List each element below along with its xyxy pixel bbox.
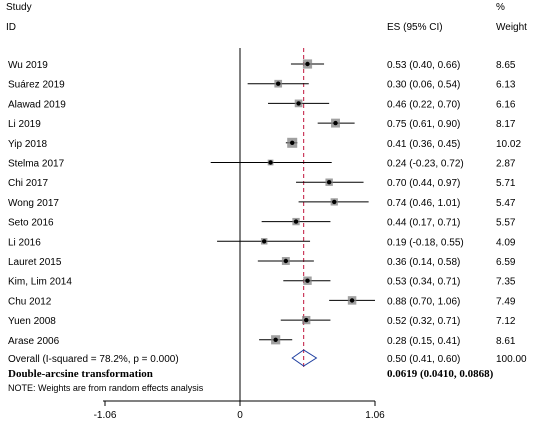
study-row: Alawad 2019 0.46 (0.22, 0.70) 6.16 [8,99,516,110]
study-row: Yip 2018 0.41 (0.36, 0.45) 10.02 [8,137,521,150]
study-row: Wu 2019 0.53 (0.40, 0.66) 8.65 [8,59,516,71]
study-row: Lauret 2015 0.36 (0.14, 0.58) 6.59 [8,257,516,268]
point-estimate [268,160,273,165]
overall-ci-text: 0.50 (0.41, 0.60) [387,354,460,365]
study-ci-text: 0.53 (0.34, 0.71) [387,277,460,288]
point-estimate [261,239,267,244]
study-label: Seto 2016 [8,218,54,229]
x-tick-label: 0 [237,410,243,421]
study-row: Seto 2016 0.44 (0.17, 0.71) 5.57 [8,218,516,229]
point-estimate [305,61,310,67]
point-estimate [304,317,309,323]
study-weight-text: 10.02 [496,139,521,150]
study-ci-text: 0.24 (-0.23, 0.72) [387,159,464,170]
study-ci-text: 0.46 (0.22, 0.70) [387,99,460,110]
study-row: Suárez 2019 0.30 (0.06, 0.54) 6.13 [8,80,516,91]
study-ci-text: 0.74 (0.46, 1.01) [387,198,460,209]
study-weight-text: 5.71 [496,178,516,189]
study-ci-text: 0.88 (0.70, 1.06) [387,296,460,307]
study-row: Yuen 2008 0.52 (0.32, 0.71) 7.12 [8,315,516,327]
overall-row: Overall (I-squared = 78.2%, p = 0.000) 0… [8,354,527,365]
study-label: Li 2019 [8,119,41,130]
study-row: Arase 2006 0.28 (0.15, 0.41) 8.61 [8,335,516,347]
study-ci-text: 0.28 (0.15, 0.41) [387,336,460,347]
study-weight-text: 2.87 [496,159,516,170]
overall-weight-text: 100.00 [496,354,527,365]
study-weight-text: 8.17 [496,119,516,130]
study-weight-text: 5.47 [496,198,516,209]
study-label: Li 2016 [8,237,41,248]
percent-header: % [496,2,505,13]
study-label: Alawad 2019 [8,99,66,110]
point-estimate [296,101,301,106]
study-ci-text: 0.52 (0.32, 0.71) [387,316,460,327]
study-ci-text: 0.70 (0.44, 0.97) [387,178,460,189]
weight-header: Weight [496,22,527,33]
study-ci-text: 0.19 (-0.18, 0.55) [387,237,464,248]
overall-diamond [291,349,318,367]
point-estimate [273,337,278,342]
study-label: Wu 2019 [8,60,48,71]
study-weight-text: 8.61 [496,336,516,347]
point-estimate [332,199,337,205]
weights-note: NOTE: Weights are from random effects an… [8,383,204,393]
point-estimate [349,298,355,303]
x-axis: -1.06 0 1.06 [94,400,385,421]
point-estimate [276,81,281,86]
study-label: Kim, Lim 2014 [8,277,72,288]
point-estimate [333,120,338,126]
study-label: Yip 2018 [8,139,48,150]
study-row: Chi 2017 0.70 (0.44, 0.97) 5.71 [8,178,516,189]
point-estimate [283,258,289,264]
overall-label: Overall (I-squared = 78.2%, p = 0.000) [8,354,179,365]
study-row: Stelma 2017 0.24 (-0.23, 0.72) 2.87 [8,159,516,170]
transform-value: 0.0619 (0.0410, 0.0868) [387,368,494,380]
study-weight-text: 4.09 [496,237,516,248]
study-row: Li 2016 0.19 (-0.18, 0.55) 4.09 [8,237,516,248]
study-ci-text: 0.53 (0.40, 0.66) [387,60,460,71]
study-ci-text: 0.30 (0.06, 0.54) [387,80,460,91]
study-label: Yuen 2008 [8,316,56,327]
study-ci-text: 0.44 (0.17, 0.71) [387,218,460,229]
study-ci-text: 0.36 (0.14, 0.58) [387,257,460,268]
point-estimate [293,219,299,224]
study-ci-text: 0.41 (0.36, 0.45) [387,139,460,150]
study-label: Chi 2017 [8,178,48,189]
point-estimate [326,180,332,185]
study-label: Arase 2006 [8,336,60,347]
study-ci-text: 0.75 (0.61, 0.90) [387,119,460,130]
study-label: Suárez 2019 [8,80,65,91]
study-label: Stelma 2017 [8,159,65,170]
es-header: ES (95% CI) [387,22,443,33]
transform-label: Double-arcsine transformation [8,368,153,380]
study-label: Chu 2012 [8,296,52,307]
study-weight-text: 7.35 [496,277,516,288]
study-weight-text: 8.65 [496,60,516,71]
x-tick-label: -1.06 [94,410,117,421]
study-rows: Wu 2019 0.53 (0.40, 0.66) 8.65 Suárez 2019 0… [8,48,521,401]
study-label: Lauret 2015 [8,257,62,268]
study-weight-text: 5.57 [496,218,516,229]
study-header: Study [6,2,32,13]
point-estimate [290,140,295,145]
study-weight-text: 7.12 [496,316,516,327]
id-header: ID [6,22,16,33]
x-tick-label: 1.06 [365,410,385,421]
point-estimate [305,278,310,283]
study-weight-text: 6.16 [496,99,516,110]
study-row: Li 2019 0.75 (0.61, 0.90) 8.17 [8,118,516,130]
study-weight-text: 6.13 [496,80,516,91]
study-label: Wong 2017 [8,198,59,209]
study-row: Kim, Lim 2014 0.53 (0.34, 0.71) 7.35 [8,276,516,288]
study-weight-text: 7.49 [496,296,516,307]
study-weight-text: 6.59 [496,257,516,268]
study-row: Wong 2017 0.74 (0.46, 1.01) 5.47 [8,198,516,209]
study-row: Chu 2012 0.88 (0.70, 1.06) 7.49 [8,296,516,307]
